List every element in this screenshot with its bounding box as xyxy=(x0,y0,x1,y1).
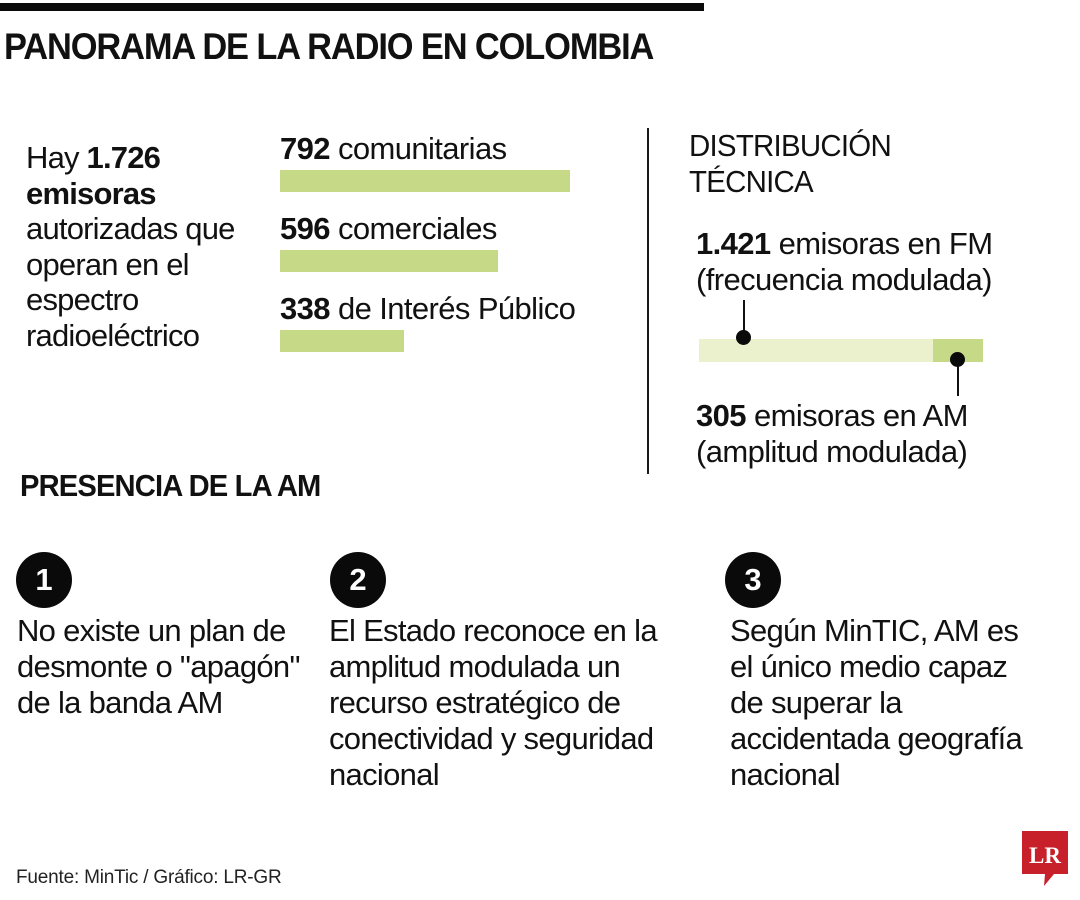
fm-text: emisoras en FM xyxy=(770,226,993,261)
category-label: 792 comunitarias xyxy=(280,131,507,167)
distribution-title-line1: DISTRIBUCIÓN xyxy=(689,128,892,163)
category-bar xyxy=(280,250,498,272)
number-badge-1: 1 xyxy=(16,552,72,608)
page-title: PANORAMA DE LA RADIO EN COLOMBIA xyxy=(4,26,654,67)
am-subtext: (amplitud modulada) xyxy=(696,434,968,469)
category-value: 596 xyxy=(280,211,331,246)
fm-marker-dot xyxy=(736,330,751,345)
am-value: 305 xyxy=(696,398,747,433)
intro-rest: autorizadas que operan en el espectro ra… xyxy=(26,211,235,353)
top-rule xyxy=(0,3,704,11)
fm-segment xyxy=(699,339,933,362)
source-caption: Fuente: MinTic / Gráfico: LR-GR xyxy=(16,867,282,888)
presence-point-1: No existe un plan de desmonte o "apagón"… xyxy=(17,613,300,720)
category-label: 338 de Interés Público xyxy=(280,291,576,327)
number-badge-2: 2 xyxy=(330,552,386,608)
intro-total: 1.726 xyxy=(86,140,161,175)
fm-subtext: (frecuencia modulada) xyxy=(696,262,992,297)
category-label: 596 comerciales xyxy=(280,211,497,247)
am-label: 305 emisoras en AM (amplitud modulada) xyxy=(696,398,968,470)
fm-am-stacked-bar xyxy=(699,339,983,362)
lr-logo: LR xyxy=(1022,831,1068,887)
category-bar xyxy=(280,330,404,352)
am-segment xyxy=(932,339,983,362)
presence-title: PRESENCIA DE LA AM xyxy=(20,468,321,503)
distribution-title: DISTRIBUCIÓN TÉCNICA xyxy=(689,128,892,200)
fm-value: 1.421 xyxy=(696,226,771,261)
lr-logo-icon: LR xyxy=(1022,831,1068,886)
category-name: comerciales xyxy=(329,211,497,246)
fm-label: 1.421 emisoras en FM (frecuencia modulad… xyxy=(696,226,993,298)
am-text: emisoras en AM xyxy=(745,398,968,433)
category-value: 792 xyxy=(280,131,331,166)
category-name: comunitarias xyxy=(329,131,507,166)
am-leader-line xyxy=(957,362,959,396)
svg-text:LR: LR xyxy=(1029,843,1061,868)
distribution-title-line2: TÉCNICA xyxy=(689,164,814,199)
fm-leader-line xyxy=(743,300,745,336)
am-marker-dot xyxy=(950,352,965,367)
vertical-divider xyxy=(647,128,649,474)
category-name: de Interés Público xyxy=(329,291,576,326)
intro-bold-word: emisoras xyxy=(26,175,157,211)
presence-point-3: Según MinTIC, AM es el único medio capaz… xyxy=(730,613,1023,792)
intro-text: Hay 1.726 emisoras autorizadas que opera… xyxy=(26,140,276,353)
category-bar xyxy=(280,170,570,192)
presence-point-2: El Estado reconoce en la amplitud modula… xyxy=(329,613,658,792)
intro-prefix: Hay xyxy=(26,140,87,175)
number-badge-3: 3 xyxy=(725,552,781,608)
category-value: 338 xyxy=(280,291,331,326)
